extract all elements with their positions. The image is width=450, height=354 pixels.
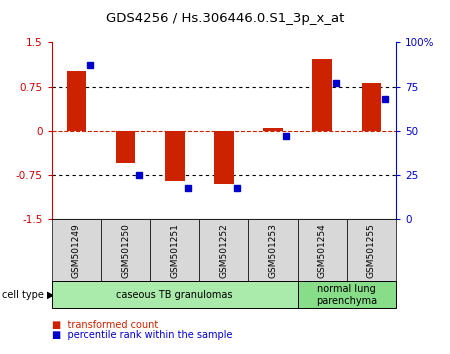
Text: ■  transformed count: ■ transformed count: [52, 320, 158, 330]
Bar: [214, 131, 234, 184]
Text: GSM501254: GSM501254: [318, 223, 327, 278]
Text: GDS4256 / Hs.306446.0.S1_3p_x_at: GDS4256 / Hs.306446.0.S1_3p_x_at: [106, 12, 344, 25]
Text: ■  percentile rank within the sample: ■ percentile rank within the sample: [52, 330, 232, 339]
Text: caseous TB granulomas: caseous TB granulomas: [117, 290, 233, 300]
Text: GSM501250: GSM501250: [121, 223, 130, 278]
Text: cell type ▶: cell type ▶: [2, 290, 55, 300]
Text: GSM501253: GSM501253: [269, 223, 278, 278]
Text: GSM501251: GSM501251: [170, 223, 179, 278]
Bar: [116, 131, 135, 164]
Text: GSM501249: GSM501249: [72, 223, 81, 278]
Text: GSM501255: GSM501255: [367, 223, 376, 278]
Bar: [312, 59, 332, 131]
Bar: [362, 82, 381, 131]
Text: GSM501252: GSM501252: [220, 223, 228, 278]
Bar: [165, 131, 184, 181]
Bar: [67, 71, 86, 131]
Bar: [263, 128, 283, 131]
Text: normal lung
parenchyma: normal lung parenchyma: [316, 284, 378, 306]
